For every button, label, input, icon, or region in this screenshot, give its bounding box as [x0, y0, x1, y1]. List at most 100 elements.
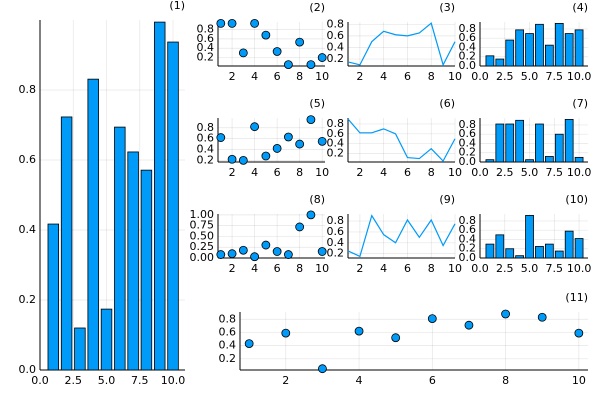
y-tick-label: 0.8 [327, 17, 345, 30]
point [250, 19, 260, 28]
bar [515, 255, 524, 259]
bar [574, 238, 584, 259]
x-tick-label: 5.0 [521, 70, 539, 83]
bar [495, 58, 505, 67]
x-tick-label: 4 [356, 374, 363, 387]
x-tick-label: 10.0 [567, 166, 592, 179]
x-tick-label: 7.5 [546, 166, 564, 179]
bar [554, 250, 564, 259]
point [283, 250, 293, 259]
y-tick-label: 0.4 [459, 136, 477, 149]
x-tick-label: 5.0 [521, 166, 539, 179]
point [227, 19, 237, 28]
subplot-title: (7) [572, 97, 588, 110]
subplot-title: (1) [169, 0, 185, 12]
x-tick-label: 6 [274, 262, 281, 275]
bar [525, 159, 534, 163]
subplot-title: (8) [309, 193, 325, 206]
subplot-title: (11) [565, 291, 588, 304]
point [272, 47, 282, 56]
point [281, 328, 291, 338]
y-tick-label: 0.6 [459, 223, 477, 236]
bar [525, 33, 534, 67]
x-tick-label: 8 [502, 374, 509, 387]
y-tick-label: 0.8 [197, 121, 215, 134]
x-tick-label: 10.0 [567, 262, 592, 275]
point [318, 364, 327, 374]
point [501, 309, 510, 319]
x-tick-label: 10 [315, 166, 329, 179]
y-tick-label: 0.2 [327, 52, 345, 65]
point [427, 314, 437, 323]
x-tick-label: 6 [404, 262, 411, 275]
subplot-title: (3) [439, 1, 455, 14]
y-tick-label: 0.8 [219, 312, 237, 325]
y-tick-label: 0.8 [327, 117, 345, 130]
bar [564, 230, 574, 259]
subplot-title: (9) [439, 193, 455, 206]
point [295, 37, 305, 47]
bar [544, 44, 554, 67]
point [354, 326, 364, 336]
bar [114, 126, 126, 371]
y-tick-label: 0.4 [327, 40, 345, 53]
bar [554, 133, 564, 163]
y-tick-label: 0.4 [459, 232, 477, 245]
y-tick-label: 0.8 [197, 22, 215, 35]
point [261, 30, 271, 40]
bar [535, 23, 544, 67]
subplot-title: (5) [309, 97, 325, 110]
y-tick-label: 0.8 [459, 214, 477, 227]
point [306, 210, 316, 220]
point [272, 144, 282, 153]
point [227, 154, 237, 164]
bar [100, 308, 113, 371]
bar [544, 156, 554, 163]
y-tick-label: 0.2 [197, 153, 215, 166]
line [347, 22, 456, 67]
x-tick-label: 8 [296, 262, 303, 275]
bar [564, 118, 574, 163]
bar [167, 41, 179, 371]
x-tick-label: 5.0 [521, 262, 539, 275]
bar [140, 169, 153, 371]
subplot-title: (4) [572, 1, 588, 14]
bar [154, 21, 166, 371]
y-tick-label: 0.8 [459, 22, 477, 35]
y-tick-label: 0.4 [459, 40, 477, 53]
y-tick-label: 0.8 [327, 214, 345, 227]
x-tick-label: 0.0 [471, 70, 489, 83]
x-tick-label: 2 [229, 166, 236, 179]
point [238, 245, 248, 255]
bar [525, 214, 534, 259]
bar [574, 156, 584, 163]
point [272, 247, 282, 256]
y-tick-label: 0.6 [327, 127, 345, 140]
y-tick-label: 1.00 [190, 208, 215, 221]
x-tick-label: 0.0 [31, 374, 49, 387]
y-tick-label: 0.4 [219, 339, 237, 352]
x-tick-label: 6 [274, 166, 281, 179]
point [216, 19, 226, 28]
x-tick-label: 10.0 [161, 374, 186, 387]
x-tick-label: 8 [296, 70, 303, 83]
point [261, 151, 271, 161]
y-tick-label: 0.6 [327, 225, 345, 238]
bar [47, 223, 60, 371]
x-tick-label: 10 [315, 262, 329, 275]
bar [505, 39, 515, 67]
x-tick-label: 10 [315, 70, 329, 83]
bar [535, 246, 544, 259]
bar [564, 33, 574, 67]
y-tick-label: 0.0 [459, 251, 477, 264]
point [283, 60, 293, 69]
point [295, 139, 305, 149]
point [216, 250, 226, 259]
point [250, 122, 260, 132]
x-tick-label: 4 [251, 70, 258, 83]
y-tick-label: 0.50 [190, 229, 215, 242]
y-tick-label: 0.2 [459, 146, 477, 159]
x-tick-label: 4 [251, 262, 258, 275]
x-tick-label: 10 [572, 374, 586, 387]
x-tick-label: 8 [428, 166, 435, 179]
